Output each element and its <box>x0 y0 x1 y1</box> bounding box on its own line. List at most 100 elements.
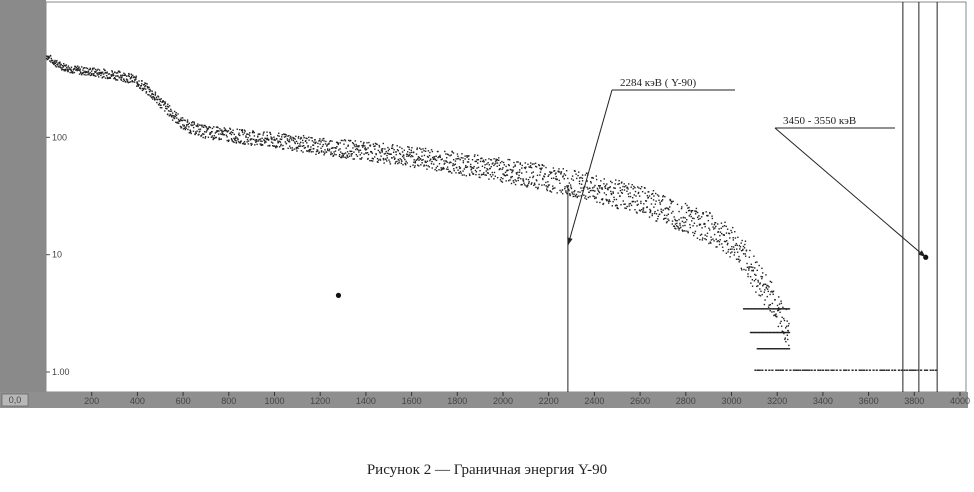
data-point <box>606 183 608 185</box>
data-point <box>174 113 177 116</box>
data-point <box>751 331 754 334</box>
data-point <box>345 157 347 159</box>
data-point <box>623 189 626 191</box>
data-point <box>759 308 762 310</box>
data-point <box>320 147 322 150</box>
data-point <box>448 162 451 164</box>
data-point <box>289 147 292 149</box>
data-point <box>72 72 74 74</box>
data-point <box>500 176 502 179</box>
data-point <box>556 178 558 181</box>
data-point <box>756 369 760 371</box>
data-point <box>640 185 643 188</box>
data-point <box>476 167 478 169</box>
data-point <box>496 159 499 161</box>
data-point <box>396 149 399 151</box>
data-point <box>750 266 753 268</box>
data-point <box>348 155 351 157</box>
data-point <box>181 119 184 122</box>
data-point <box>663 217 666 220</box>
data-point <box>585 198 588 200</box>
data-point <box>127 81 130 84</box>
data-point <box>485 174 487 176</box>
data-point <box>700 233 703 236</box>
data-point <box>580 187 582 189</box>
data-point <box>401 151 404 153</box>
data-point <box>778 296 780 298</box>
data-point <box>628 203 630 205</box>
data-point <box>586 172 588 174</box>
data-point <box>132 76 135 79</box>
data-point <box>524 162 526 164</box>
data-point <box>550 172 552 175</box>
data-point <box>738 255 740 258</box>
data-point <box>262 134 264 136</box>
data-point <box>532 176 534 179</box>
data-point <box>381 148 383 150</box>
data-point <box>340 156 342 159</box>
data-point <box>413 159 415 161</box>
data-point <box>660 210 662 213</box>
x-tick-label: 800 <box>221 396 236 406</box>
data-point <box>255 141 257 143</box>
data-point <box>447 168 449 171</box>
data-point <box>116 75 119 77</box>
data-point <box>126 79 129 81</box>
data-point <box>111 75 113 77</box>
data-point <box>511 170 514 172</box>
data-point <box>310 146 312 148</box>
data-point <box>281 148 284 150</box>
data-point <box>839 369 842 371</box>
data-point <box>723 225 726 227</box>
data-point <box>89 68 92 70</box>
data-point <box>198 124 201 126</box>
x-tick-label: 1400 <box>356 396 376 406</box>
data-point <box>87 74 89 76</box>
data-point <box>629 192 631 194</box>
data-point <box>231 139 233 141</box>
data-point <box>191 122 193 124</box>
data-point <box>541 163 543 166</box>
data-point <box>53 61 55 63</box>
data-point <box>821 369 825 371</box>
data-point <box>770 281 773 283</box>
data-point <box>392 144 394 146</box>
data-point <box>723 240 726 243</box>
data-point <box>378 144 380 147</box>
data-point <box>762 308 765 310</box>
data-point <box>203 126 205 129</box>
data-point <box>609 200 611 203</box>
data-point <box>245 136 247 138</box>
data-point <box>591 187 594 189</box>
data-point <box>408 146 410 148</box>
data-point <box>832 369 835 371</box>
data-point <box>139 87 141 89</box>
data-point <box>552 167 555 169</box>
data-point <box>123 72 125 74</box>
data-point <box>48 56 50 58</box>
data-point <box>80 73 83 76</box>
data-point <box>742 249 744 251</box>
data-point <box>400 159 403 161</box>
data-point <box>100 74 102 77</box>
data-point <box>276 137 278 140</box>
data-point <box>549 171 551 173</box>
data-point <box>587 196 590 199</box>
data-point <box>503 174 506 177</box>
data-point <box>421 162 423 164</box>
data-point <box>682 230 684 232</box>
data-point <box>470 166 472 168</box>
data-point <box>492 174 494 176</box>
data-point <box>711 223 713 225</box>
data-point <box>604 187 607 190</box>
data-point <box>690 215 692 218</box>
data-point <box>121 76 123 79</box>
data-point <box>220 138 222 140</box>
data-point <box>387 146 389 149</box>
data-point <box>628 205 630 207</box>
data-point <box>731 251 733 253</box>
data-point <box>426 155 429 158</box>
x-tick-label: 600 <box>176 396 191 406</box>
data-point <box>514 179 516 181</box>
data-point <box>391 145 393 147</box>
